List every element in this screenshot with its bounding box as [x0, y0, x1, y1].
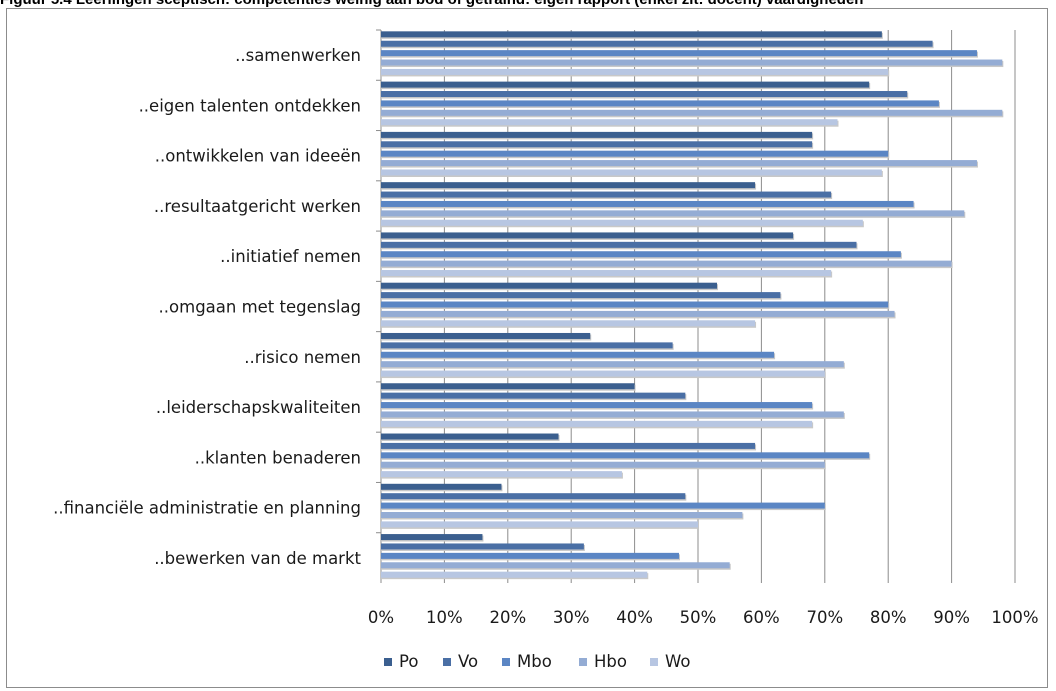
page-title-band: Figuur 5.4 Leerlingen sceptisch: compete… [0, 0, 1056, 8]
legend-label-mbo: Mbo [517, 652, 552, 671]
bar-po-ontwikkelen-van-ideeen [381, 131, 813, 138]
bar-hbo-resultaatgericht-werken [381, 210, 965, 217]
x-tick-label: 70% [806, 608, 843, 627]
bar-po-samenwerken [381, 31, 882, 38]
bar-hbo-risico-nemen [381, 361, 844, 368]
bar-wo-eigen-talenten-ontdekken [381, 119, 838, 126]
bar-po-financiele-administratie-en-planning [381, 483, 502, 490]
category-label-initiatief-nemen: ..initiatief nemen [220, 247, 361, 266]
bar-hbo-financiele-administratie-en-planning [381, 511, 743, 518]
bar-vo-financiele-administratie-en-planning [381, 493, 686, 500]
bar-hbo-bewerken-van-de-markt [381, 562, 730, 569]
category-label-risico-nemen: ..risico nemen [244, 348, 361, 367]
bar-wo-initiatief-nemen [381, 270, 832, 277]
bar-vo-initiatief-nemen [381, 241, 857, 248]
bar-mbo-samenwerken [381, 50, 977, 57]
bar-vo-eigen-talenten-ontdekken [381, 91, 908, 98]
x-tick-label: 10% [426, 608, 463, 627]
bar-vo-bewerken-van-de-markt [381, 543, 584, 550]
category-label-leiderschapskwaliteiten: ..leiderschapskwaliteiten [156, 398, 361, 417]
x-tick-label: 60% [743, 608, 780, 627]
bar-vo-samenwerken [381, 40, 933, 47]
bar-mbo-klanten-benaderen [381, 452, 870, 459]
bar-hbo-ontwikkelen-van-ideeen [381, 160, 977, 167]
legend: Po Vo Mbo Hbo Wo [384, 652, 690, 671]
category-label-omgaan-met-tegenslag: ..omgaan met tegenslag [159, 298, 361, 317]
bar-hbo-omgaan-met-tegenslag [381, 310, 895, 317]
legend-label-po: Po [399, 652, 418, 671]
category-label-resultaatgericht-werken: ..resultaatgericht werken [154, 197, 361, 216]
x-tick-label: 0% [368, 608, 394, 627]
bar-mbo-financiele-administratie-en-planning [381, 502, 825, 509]
bar-vo-risico-nemen [381, 342, 673, 349]
x-tick-label: 40% [616, 608, 653, 627]
x-tick-label: 30% [553, 608, 590, 627]
bar-vo-omgaan-met-tegenslag [381, 292, 781, 299]
legend-label-hbo: Hbo [594, 652, 627, 671]
x-tick-label: 90% [933, 608, 970, 627]
category-label-ontwikkelen-van-ideeen: ..ontwikkelen van ideeën [155, 147, 361, 166]
bar-wo-leiderschapskwaliteiten [381, 420, 813, 427]
bar-mbo-bewerken-van-de-markt [381, 552, 679, 559]
bar-hbo-leiderschapskwaliteiten [381, 411, 844, 418]
bar-vo-klanten-benaderen [381, 442, 756, 449]
bar-mbo-eigen-talenten-ontdekken [381, 100, 939, 107]
bar-mbo-resultaatgericht-werken [381, 200, 914, 207]
legend-label-vo: Vo [458, 652, 478, 671]
page-title: Figuur 5.4 Leerlingen sceptisch: compete… [0, 0, 863, 8]
x-tick-label: 20% [489, 608, 526, 627]
category-label-financiele-administratie-en-planning: ..financiële administratie en planning [53, 499, 361, 518]
bar-hbo-eigen-talenten-ontdekken [381, 109, 1003, 116]
category-labels: ..samenwerken ..eigen talenten ontdekken.… [53, 46, 361, 568]
bar-vo-leiderschapskwaliteiten [381, 392, 686, 399]
category-label-klanten-benaderen: ..klanten benaderen [195, 448, 361, 467]
bar-wo-risico-nemen [381, 370, 825, 377]
bar-po-bewerken-van-de-markt [381, 534, 483, 541]
x-tick-label: 50% [680, 608, 717, 627]
bar-po-initiatief-nemen [381, 232, 794, 239]
bar-po-risico-nemen [381, 332, 591, 339]
legend-swatch-po [384, 658, 392, 666]
bar-po-eigen-talenten-ontdekken [381, 81, 870, 88]
bar-hbo-samenwerken [381, 59, 1003, 66]
legend-swatch-wo [650, 658, 658, 666]
category-label-bewerken-van-de-markt: ..bewerken van de markt [154, 549, 361, 568]
bar-vo-resultaatgericht-werken [381, 191, 832, 198]
bar-po-omgaan-met-tegenslag [381, 282, 718, 289]
bar-wo-samenwerken [381, 68, 889, 75]
bars [381, 31, 1004, 580]
x-tick-label: 100% [991, 608, 1038, 627]
bar-hbo-klanten-benaderen [381, 461, 825, 468]
bar-wo-resultaatgericht-werken [381, 219, 863, 226]
bar-mbo-initiatief-nemen [381, 251, 901, 258]
bar-mbo-risico-nemen [381, 351, 775, 358]
category-label-samenwerken: ..samenwerken [235, 46, 361, 65]
bar-mbo-omgaan-met-tegenslag [381, 301, 889, 308]
bar-po-klanten-benaderen [381, 433, 559, 440]
bar-wo-financiele-administratie-en-planning [381, 521, 698, 528]
legend-swatch-hbo [579, 658, 587, 666]
bar-wo-omgaan-met-tegenslag [381, 320, 756, 327]
bar-wo-ontwikkelen-van-ideeen [381, 169, 882, 176]
bar-mbo-ontwikkelen-van-ideeen [381, 150, 889, 157]
bar-mbo-leiderschapskwaliteiten [381, 402, 813, 409]
bar-hbo-initiatief-nemen [381, 260, 952, 267]
category-label-eigen-talenten-ontdekken: ..eigen talenten ontdekken [139, 96, 361, 115]
legend-swatch-vo [443, 658, 451, 666]
legend-swatch-mbo [502, 658, 510, 666]
bar-vo-ontwikkelen-van-ideeen [381, 141, 813, 148]
bar-wo-klanten-benaderen [381, 471, 622, 478]
bar-po-leiderschapskwaliteiten [381, 383, 635, 390]
legend-label-wo: Wo [665, 652, 690, 671]
x-tick-labels: 0% 10% 20% 30% 40% 50% 60% 70% 80% 90% 100% [368, 608, 1039, 627]
bar-po-resultaatgericht-werken [381, 182, 756, 189]
x-tick-label: 80% [870, 608, 907, 627]
bar-wo-bewerken-van-de-markt [381, 571, 648, 578]
